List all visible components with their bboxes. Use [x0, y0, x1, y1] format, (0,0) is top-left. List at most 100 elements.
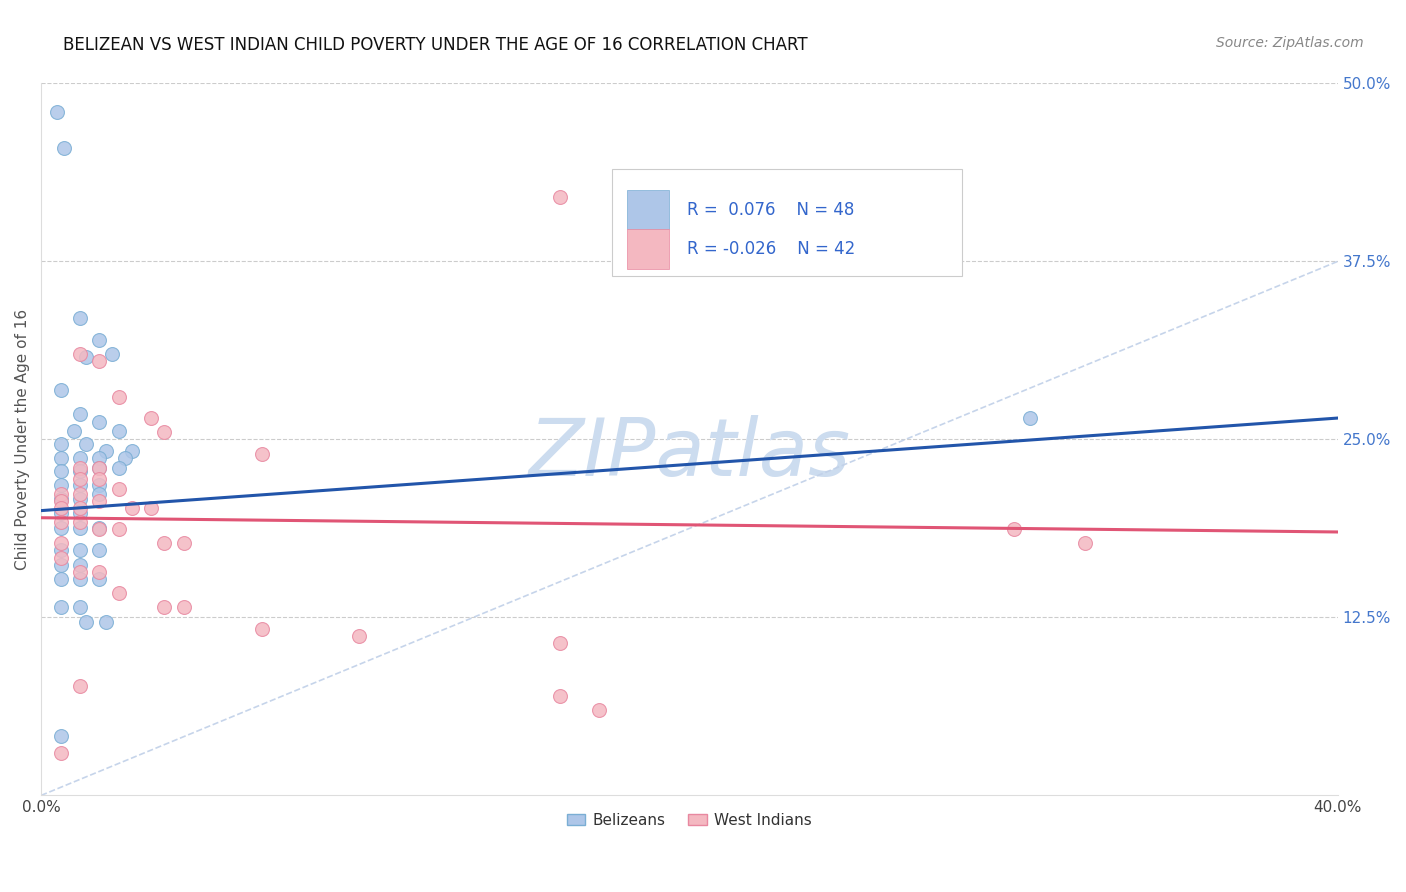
Point — [49, 492, 72, 507]
Point — [69, 461, 91, 475]
Point — [108, 482, 131, 496]
Point — [250, 622, 273, 636]
Point — [588, 703, 610, 717]
Point — [49, 436, 72, 450]
Point — [89, 461, 111, 475]
Point — [94, 615, 117, 629]
Point — [69, 543, 91, 558]
Point — [121, 500, 143, 515]
Point — [89, 354, 111, 368]
Point — [49, 450, 72, 465]
Point — [49, 600, 72, 615]
Point — [153, 600, 176, 615]
Point — [114, 450, 136, 465]
Point — [69, 507, 91, 521]
Point — [49, 515, 72, 529]
Point — [347, 629, 370, 643]
Point — [49, 493, 72, 508]
Point — [153, 425, 176, 440]
Text: Source: ZipAtlas.com: Source: ZipAtlas.com — [1216, 36, 1364, 50]
Point — [1002, 522, 1025, 536]
Point — [101, 347, 124, 361]
FancyBboxPatch shape — [612, 169, 962, 276]
Point — [89, 543, 111, 558]
Point — [89, 333, 111, 347]
Point — [69, 521, 91, 535]
Text: ZIPatlas: ZIPatlas — [529, 415, 851, 492]
Point — [49, 536, 72, 550]
Bar — [627, 229, 669, 268]
Point — [52, 140, 75, 154]
Point — [89, 522, 111, 536]
Point — [49, 746, 72, 760]
Point — [153, 536, 176, 550]
Point — [69, 347, 91, 361]
Point — [69, 407, 91, 421]
Point — [49, 500, 72, 515]
Point — [49, 464, 72, 478]
Point — [108, 461, 131, 475]
Point — [49, 507, 72, 521]
Point — [69, 558, 91, 572]
Point — [49, 572, 72, 586]
Point — [49, 521, 72, 535]
Point — [49, 550, 72, 565]
Point — [548, 689, 571, 703]
Point — [173, 536, 195, 550]
Point — [1074, 536, 1097, 550]
Point — [69, 565, 91, 579]
Point — [76, 350, 98, 364]
Text: R = -0.026    N = 42: R = -0.026 N = 42 — [686, 240, 855, 259]
Point — [141, 500, 163, 515]
Point — [49, 486, 72, 500]
Point — [69, 464, 91, 478]
Point — [76, 615, 98, 629]
Point — [46, 104, 69, 119]
Point — [141, 411, 163, 425]
Point — [69, 679, 91, 693]
Point — [89, 450, 111, 465]
Point — [108, 586, 131, 600]
Point — [69, 572, 91, 586]
Legend: Belizeans, West Indians: Belizeans, West Indians — [561, 806, 818, 834]
Point — [69, 478, 91, 492]
Point — [69, 500, 91, 515]
Point — [250, 447, 273, 461]
Point — [121, 443, 143, 458]
Point — [69, 600, 91, 615]
Point — [94, 443, 117, 458]
Point — [108, 522, 131, 536]
Point — [108, 390, 131, 404]
Point — [62, 424, 84, 438]
Point — [89, 486, 111, 500]
Point — [76, 436, 98, 450]
Point — [49, 543, 72, 558]
Point — [49, 729, 72, 743]
Bar — [627, 190, 669, 229]
Point — [49, 383, 72, 397]
Point — [69, 450, 91, 465]
Point — [69, 311, 91, 326]
Point — [1018, 411, 1040, 425]
Point — [548, 190, 571, 204]
Point — [548, 636, 571, 650]
Point — [89, 572, 111, 586]
Point — [108, 424, 131, 438]
Y-axis label: Child Poverty Under the Age of 16: Child Poverty Under the Age of 16 — [15, 309, 30, 570]
Text: R =  0.076    N = 48: R = 0.076 N = 48 — [686, 202, 855, 219]
Point — [89, 493, 111, 508]
Point — [69, 492, 91, 507]
Point — [49, 558, 72, 572]
Point — [49, 478, 72, 492]
Point — [89, 415, 111, 429]
Point — [89, 565, 111, 579]
Text: BELIZEAN VS WEST INDIAN CHILD POVERTY UNDER THE AGE OF 16 CORRELATION CHART: BELIZEAN VS WEST INDIAN CHILD POVERTY UN… — [63, 36, 808, 54]
Point — [89, 472, 111, 486]
Point — [89, 521, 111, 535]
Point — [89, 478, 111, 492]
Point — [69, 515, 91, 529]
Point — [173, 600, 195, 615]
Point — [89, 461, 111, 475]
Point — [69, 472, 91, 486]
Point — [69, 486, 91, 500]
